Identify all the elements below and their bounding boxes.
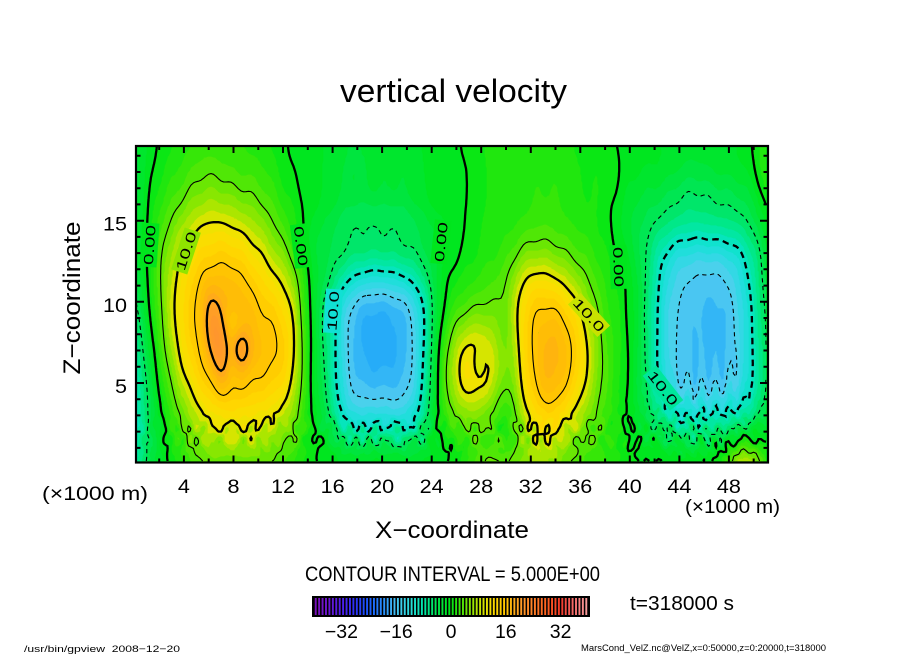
svg-text:MarsCond_VelZ.nc@VelZ,x=0:5000: MarsCond_VelZ.nc@VelZ,x=0:50000,z=0:2000… (581, 643, 826, 654)
svg-text:44: 44 (667, 476, 691, 498)
svg-text:CONTOUR INTERVAL = 5.000E+00: CONTOUR INTERVAL = 5.000E+00 (305, 563, 600, 586)
svg-text:X−coordinate: X−coordinate (375, 517, 529, 544)
svg-text:10.0: 10.0 (324, 291, 342, 332)
svg-text:0.00: 0.00 (610, 247, 626, 287)
svg-text:24: 24 (420, 476, 444, 498)
svg-text:t=318000 s: t=318000 s (630, 593, 734, 615)
svg-text:0.00: 0.00 (141, 225, 159, 266)
svg-text:(×1000 m): (×1000 m) (685, 497, 780, 518)
svg-text:(×1000 m): (×1000 m) (42, 484, 148, 505)
svg-text:28: 28 (469, 476, 493, 498)
svg-text:5: 5 (115, 376, 127, 398)
svg-text:Z−coordinate: Z−coordinate (59, 222, 86, 375)
svg-text:36: 36 (568, 476, 592, 498)
svg-text:0.00: 0.00 (432, 221, 451, 262)
svg-text:0: 0 (446, 621, 457, 643)
svg-text:15: 15 (103, 214, 127, 236)
svg-text:−16: −16 (380, 621, 413, 643)
svg-text:8: 8 (228, 476, 240, 498)
svg-text:12: 12 (271, 476, 295, 498)
svg-text:4: 4 (178, 476, 190, 498)
svg-text:20: 20 (370, 476, 394, 498)
svg-text:48: 48 (717, 476, 741, 498)
svg-text:40: 40 (618, 476, 642, 498)
svg-text:32: 32 (550, 621, 572, 643)
svg-text:/usr/bin/gpview 2008−12−20: /usr/bin/gpview 2008−12−20 (24, 644, 180, 654)
svg-text:0.00: 0.00 (291, 225, 311, 267)
svg-text:16: 16 (495, 621, 517, 643)
svg-text:32: 32 (519, 476, 543, 498)
svg-text:10: 10 (103, 295, 127, 317)
svg-text:vertical velocity: vertical velocity (340, 73, 567, 109)
svg-text:−32: −32 (325, 621, 358, 643)
svg-text:16: 16 (321, 476, 345, 498)
